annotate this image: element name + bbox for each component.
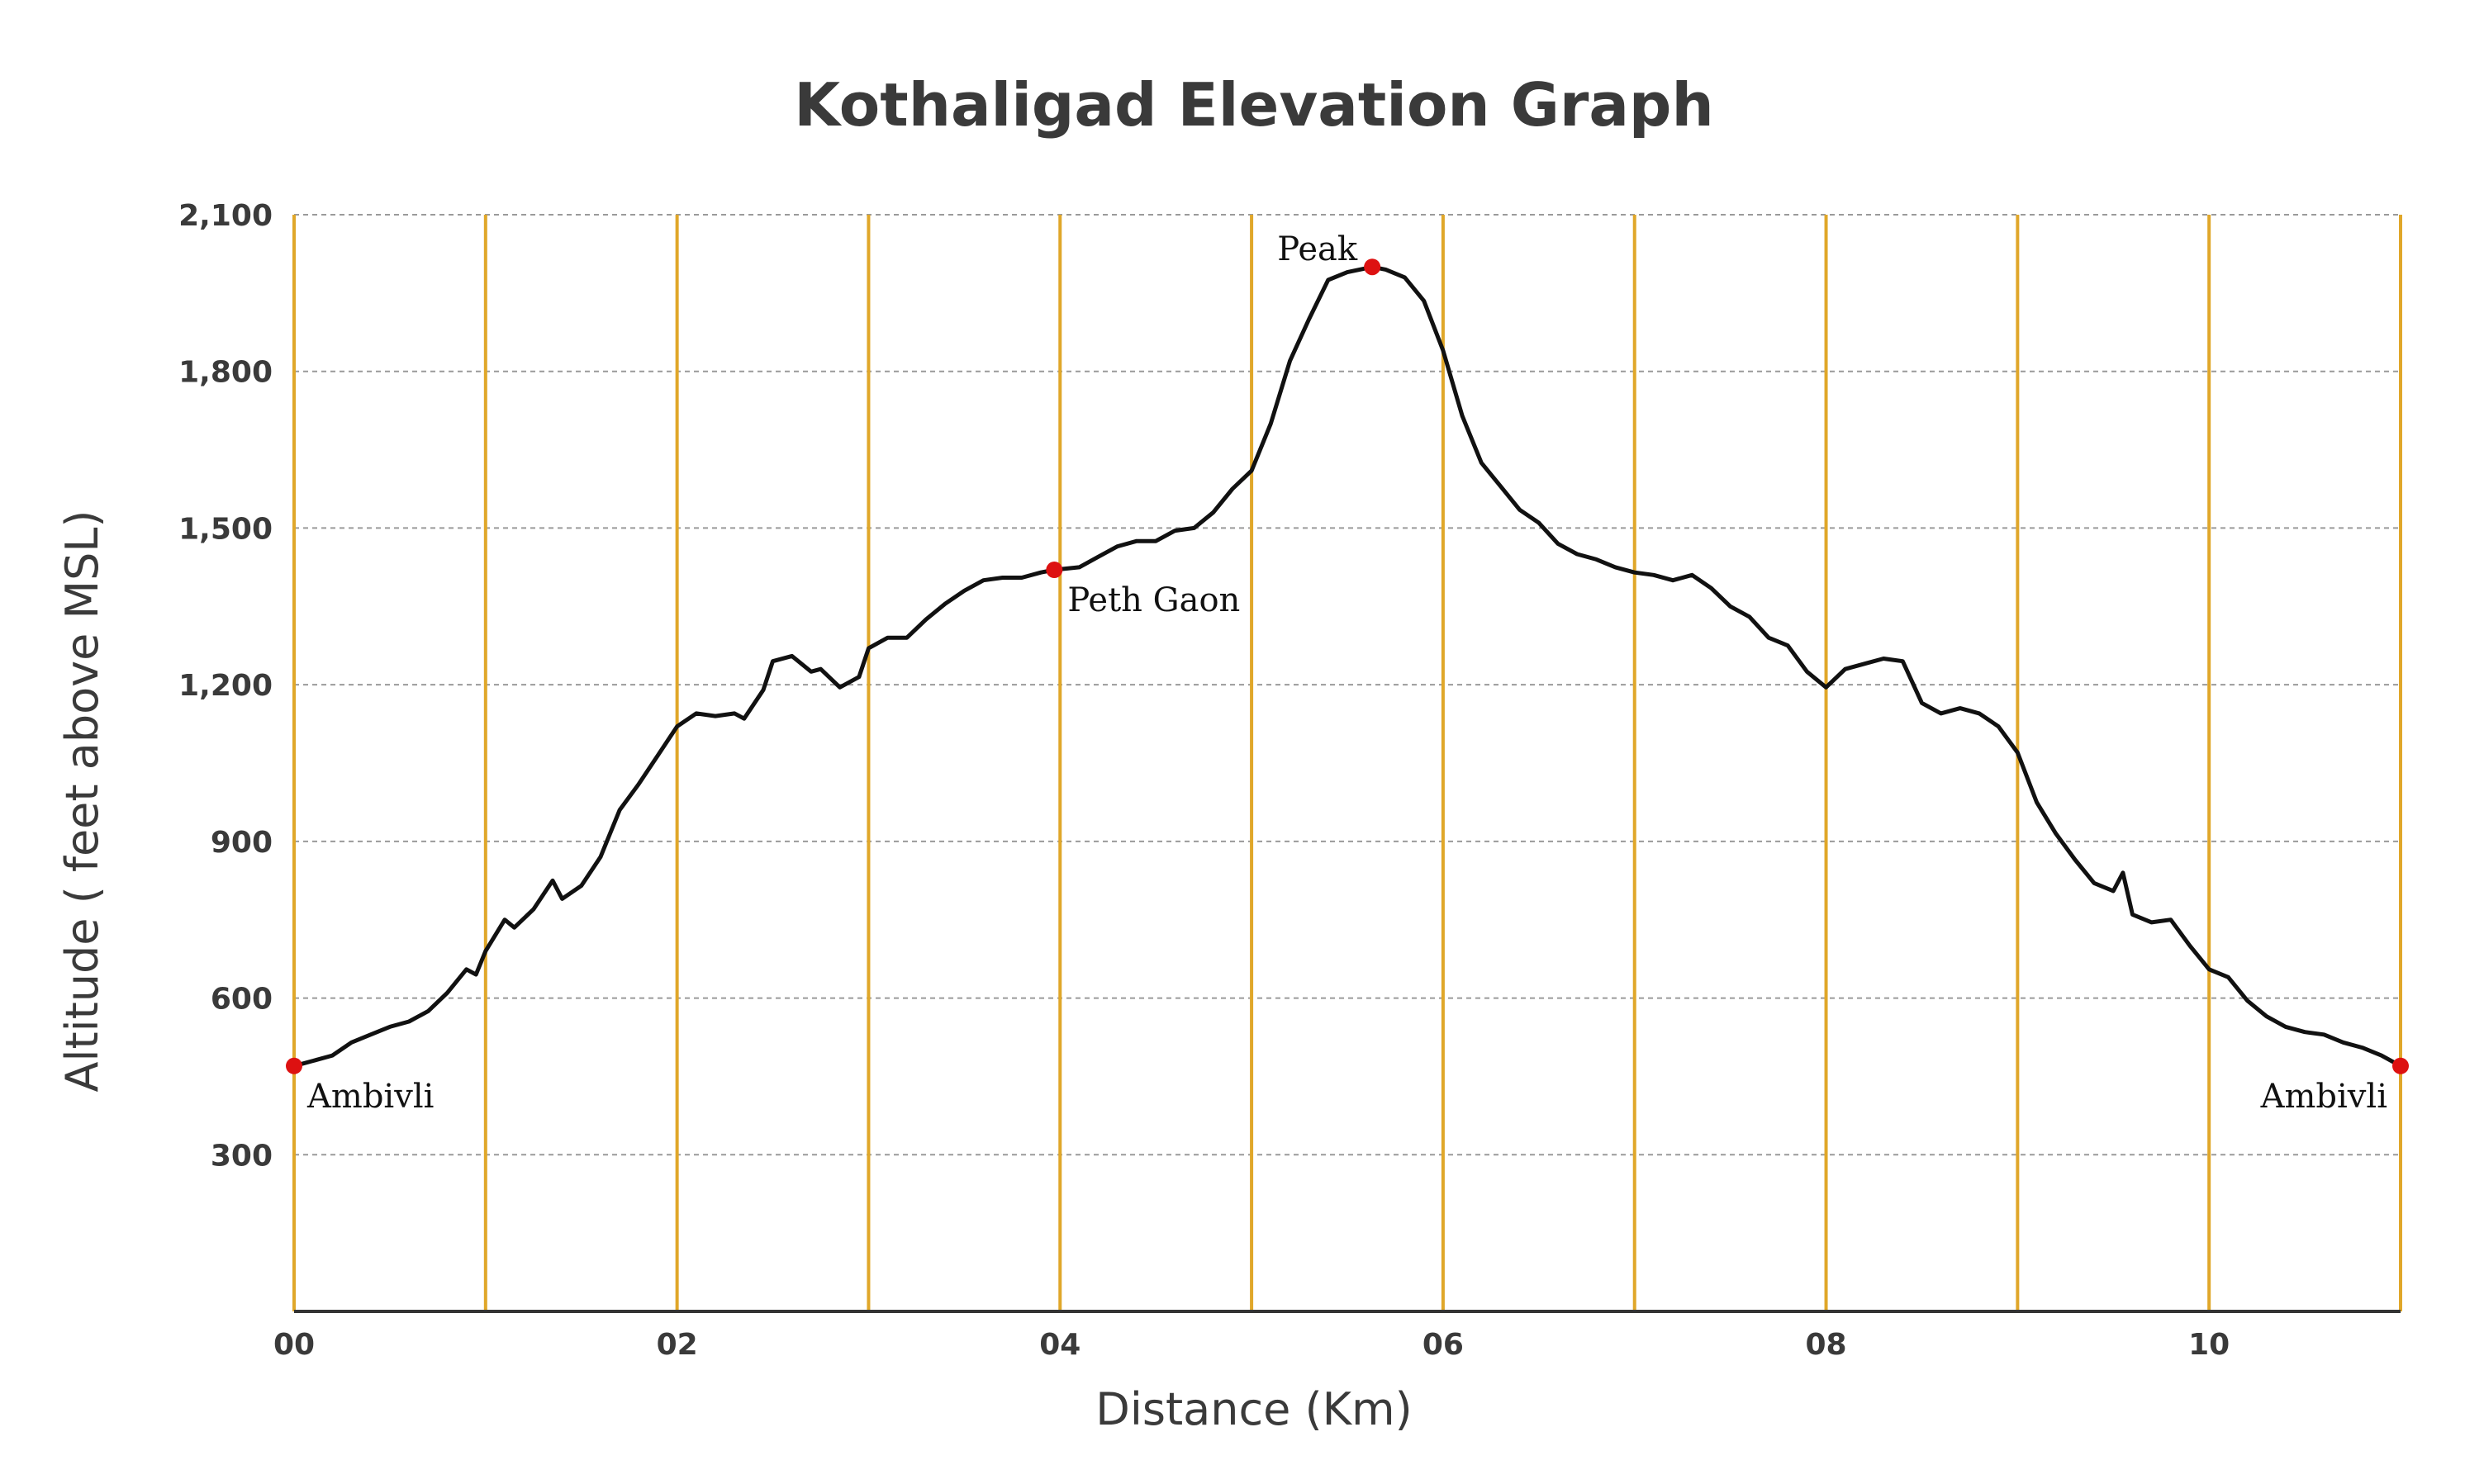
waypoint-label: Ambivli bbox=[2260, 1078, 2387, 1116]
x-tick-label: 08 bbox=[1805, 1328, 1846, 1362]
waypoint-label: Peak bbox=[1277, 230, 1358, 268]
y-tick-label: 1,500 bbox=[178, 512, 273, 546]
y-axis-title: Altitude ( feet above MSL) bbox=[56, 510, 108, 1093]
y-tick-label: 300 bbox=[211, 1139, 273, 1173]
x-tick-label: 04 bbox=[1039, 1328, 1081, 1362]
x-tick-label: 02 bbox=[657, 1328, 698, 1362]
line-layer bbox=[292, 264, 2403, 1069]
x-axis-title: Distance (Km) bbox=[1095, 1383, 1412, 1435]
y-tick-label: 600 bbox=[211, 983, 273, 1017]
elevation-line bbox=[292, 264, 2403, 1069]
x-tick-label: 10 bbox=[2188, 1328, 2230, 1362]
axis-layer: 300 600 900 1,200 1,500 1,800 2,100 00 02 04 06 08 1… bbox=[178, 199, 2401, 1362]
y-tick-label: 900 bbox=[211, 826, 273, 860]
y-tick-label: 2,100 bbox=[178, 199, 273, 233]
waypoint-marker bbox=[1364, 258, 1381, 276]
x-tick-label: 06 bbox=[1422, 1328, 1464, 1362]
waypoint-marker bbox=[2392, 1057, 2409, 1074]
chart-title: Kothaligad Elevation Graph bbox=[794, 70, 1713, 140]
grid-layer bbox=[292, 214, 2402, 1311]
y-tick-label: 1,200 bbox=[178, 669, 273, 703]
y-tick-label: 1,800 bbox=[178, 356, 273, 390]
waypoint-marker bbox=[1046, 562, 1063, 579]
waypoint-label: Ambivli bbox=[306, 1078, 434, 1116]
marker-layer: Ambivli Peth Gaon Peak Ambivli bbox=[286, 230, 2409, 1116]
x-tick-label: 00 bbox=[273, 1328, 315, 1362]
waypoint-marker bbox=[286, 1057, 302, 1074]
waypoint-label: Peth Gaon bbox=[1067, 581, 1240, 619]
